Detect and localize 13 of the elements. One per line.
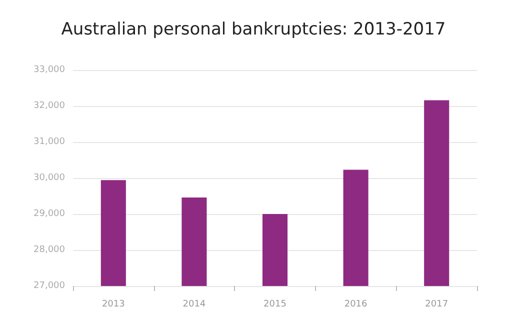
x-tick-label: 2016	[344, 300, 368, 310]
y-tick-label: 32,000	[34, 101, 66, 111]
chart-title: Australian personal bankruptcies: 2013-2017	[61, 20, 446, 40]
y-tick-label: 27,000	[34, 281, 66, 291]
y-tick-label: 29,000	[34, 209, 66, 219]
y-tick-label: 28,000	[34, 245, 66, 255]
x-tick-label: 2015	[264, 300, 286, 310]
x-tick-label: 2013	[102, 300, 125, 310]
y-tick-label: 33,000	[34, 65, 66, 75]
y-tick-label: 30,000	[34, 173, 66, 183]
y-tick-label: 31,000	[34, 137, 66, 147]
x-tick-label: 2014	[182, 300, 206, 310]
x-tick-label: 2017	[425, 300, 448, 310]
